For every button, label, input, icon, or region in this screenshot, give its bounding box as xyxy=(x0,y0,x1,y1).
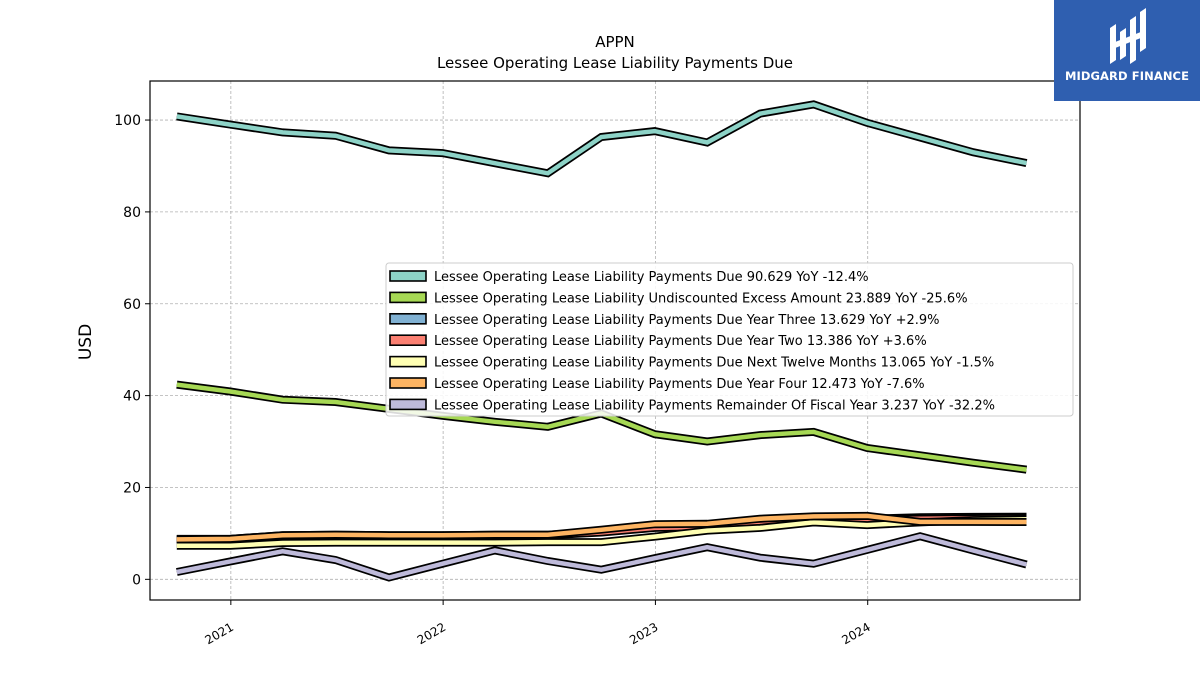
series-line xyxy=(176,532,1028,582)
y-tick-label: 40 xyxy=(123,389,141,405)
legend-box xyxy=(385,262,1074,417)
legend-label: Lessee Operating Lease Liability Undisco… xyxy=(434,291,968,306)
legend-label: Lessee Operating Lease Liability Payment… xyxy=(434,377,925,392)
midgard-logo-icon xyxy=(1110,8,1146,64)
legend-swatch xyxy=(389,377,427,389)
series-line xyxy=(176,515,1027,550)
legend-swatch xyxy=(389,355,427,368)
x-tick-label: 2024 xyxy=(839,620,872,647)
x-tick-label: 2022 xyxy=(415,620,448,647)
series-stroke xyxy=(176,533,1028,580)
x-tick-label: 2023 xyxy=(627,620,660,647)
y-tick-label: 0 xyxy=(132,572,141,588)
y-tick-label: 80 xyxy=(123,205,141,221)
plot-frame xyxy=(149,80,1081,601)
legend-label: Lessee Operating Lease Liability Payment… xyxy=(434,270,869,285)
legend-swatch xyxy=(389,398,427,411)
series-line xyxy=(176,100,1028,178)
legend-label: Lessee Operating Lease Liability Payment… xyxy=(434,356,994,371)
y-tick-label: 100 xyxy=(114,113,141,129)
x-tick-label: 2021 xyxy=(202,620,235,647)
y-tick-label: 20 xyxy=(123,480,141,496)
legend-swatch xyxy=(389,270,427,282)
series-stroke xyxy=(176,517,1027,549)
legend-swatch xyxy=(389,291,427,304)
legend-label: Lessee Operating Lease Liability Payment… xyxy=(434,313,940,328)
legend-label: Lessee Operating Lease Liability Payment… xyxy=(434,334,927,349)
chart-subtitle: Lessee Operating Lease Liability Payment… xyxy=(437,54,793,72)
legend-swatch xyxy=(389,334,427,347)
legend-label: Lessee Operating Lease Liability Payment… xyxy=(434,398,995,413)
legend: Lessee Operating Lease Liability Payment… xyxy=(385,262,1074,417)
series-stroke xyxy=(176,513,1027,542)
brand-name: MIDGARD FINANCE xyxy=(1064,69,1190,83)
series-stroke xyxy=(176,102,1027,176)
chart-title: APPN xyxy=(595,33,635,51)
series-line xyxy=(176,511,1027,544)
legend-swatch xyxy=(389,312,427,325)
y-tick-label: 60 xyxy=(123,297,141,313)
y-axis-label: USD xyxy=(76,324,96,360)
brand-logo: MIDGARD FINANCE xyxy=(1054,0,1200,101)
